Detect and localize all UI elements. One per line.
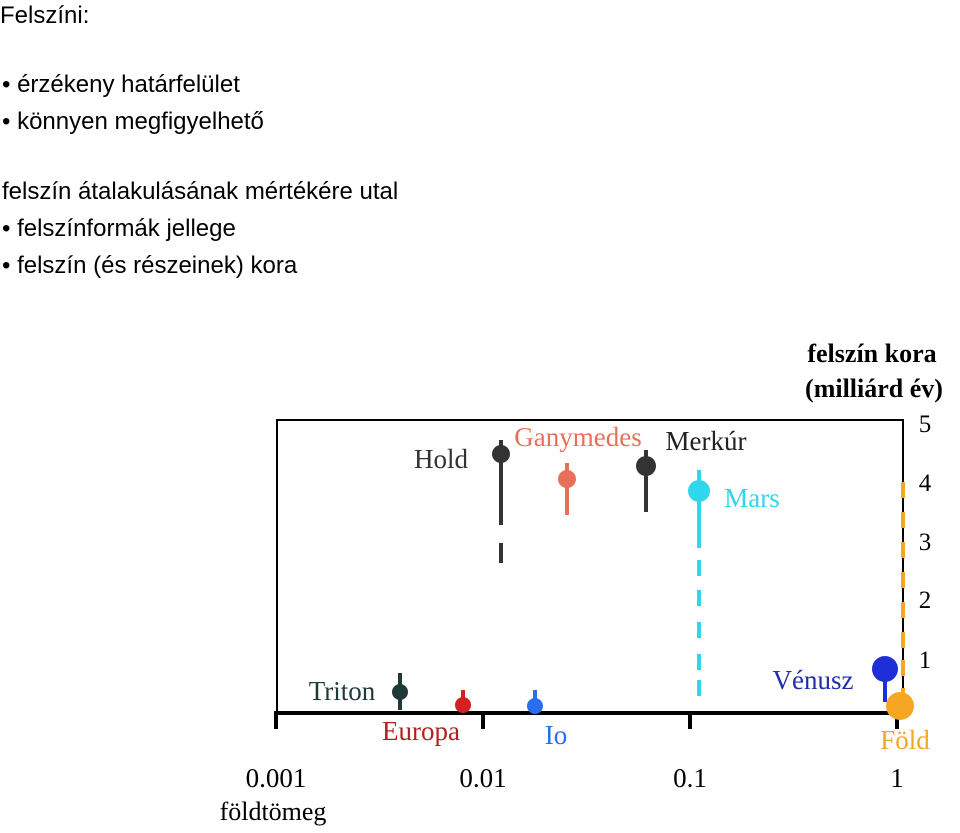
bullet-item: • felszín (és részeinek) kora [2, 252, 298, 279]
slide-title: Felszíni: [0, 2, 90, 29]
fold-point [886, 692, 914, 720]
y-tick-label: 5 [919, 411, 932, 438]
y-tick-label: 2 [919, 587, 932, 614]
y-tick-label: 4 [919, 470, 932, 497]
y-axis-label: (milliárd év) [805, 374, 943, 403]
lead-sentence: felszín átalakulásának mértékére utal [2, 178, 399, 205]
y-tick-label: 1 [919, 647, 932, 674]
point-label-io: Io [545, 720, 568, 750]
x-tick-label: 0.001 [246, 763, 307, 793]
chart-marks [392, 440, 914, 720]
chart-axes [274, 419, 904, 729]
mars-point [688, 480, 710, 502]
point-label-europa: Europa [382, 716, 460, 746]
x-tick-label: 1 [890, 763, 904, 793]
hold-point [492, 445, 510, 463]
x-tick-label: 0.1 [673, 763, 707, 793]
y-tick-label: 3 [919, 529, 932, 556]
bullet-item: • felszínformák jellege [2, 215, 236, 242]
bullet-item: • könnyen megfigyelhető [2, 108, 264, 135]
point-label-ganymedes: Ganymedes [514, 422, 641, 452]
merkur-point [636, 456, 656, 476]
venusz-point [872, 656, 898, 682]
point-label-fold: Föld [880, 725, 930, 755]
x-axis-label: földtömeg [220, 797, 327, 826]
point-label-merkur: Merkúr [666, 426, 747, 456]
point-label-venusz: Vénusz [773, 665, 854, 695]
point-label-triton: Triton [309, 676, 376, 706]
point-label-hold: Hold [414, 444, 469, 474]
ganymedes-point [558, 470, 576, 488]
europa-point [455, 697, 471, 713]
triton-point [392, 684, 408, 700]
y-axis-label: felszín kora [807, 339, 936, 368]
x-tick-label: 0.01 [459, 763, 506, 793]
bullet-item: • érzékeny határfelület [2, 71, 240, 98]
chart-labels: 0.001 0.01 0.1 1 földtömeg 1 2 3 4 5 felszín kora (… [220, 339, 943, 826]
io-point [527, 698, 543, 714]
point-label-mars: Mars [724, 483, 780, 513]
